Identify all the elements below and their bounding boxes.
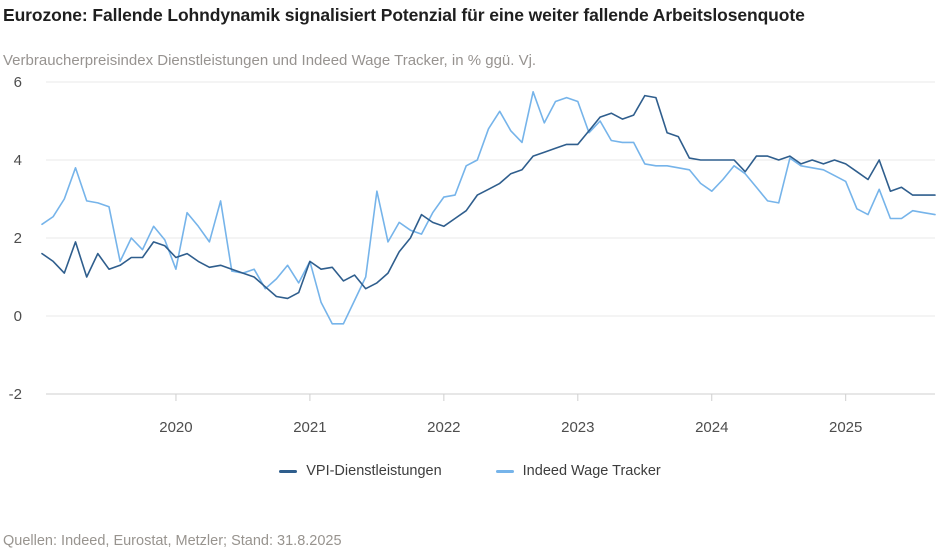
source-note: Quellen: Indeed, Eurostat, Metzler; Stan… [3, 533, 342, 549]
x-axis-tick-label: 2021 [293, 419, 326, 436]
x-axis-tick-label: 2023 [561, 419, 594, 436]
legend-dash-icon [495, 469, 514, 473]
x-axis-tick-label: 2024 [695, 419, 728, 436]
y-axis-tick-label: 0 [14, 308, 22, 325]
line-chart: -2 0 2 4 6 2020 2021 2022 2023 2024 2025 [0, 70, 940, 442]
y-axis-tick-label: 6 [14, 74, 22, 91]
chart-title: Eurozone: Fallende Lohndynamik signalisi… [3, 5, 805, 25]
y-axis-tick-label: 2 [14, 230, 22, 247]
x-axis-tick-label: 2020 [159, 419, 192, 436]
chart-legend: VPI-Dienstleistungen Indeed Wage Tracker [0, 463, 940, 479]
y-axis-tick-label: -2 [9, 386, 22, 403]
legend-item-vpi-dienstleistungen[interactable]: VPI-Dienstleistungen [279, 463, 442, 479]
line-chart-svg: -2 0 2 4 6 2020 2021 2022 2023 2024 2025 [9, 74, 936, 436]
chart-subtitle: Verbraucherpreisindex Dienstleistungen u… [3, 52, 537, 69]
legend-item-indeed-wage-tracker[interactable]: Indeed Wage Tracker [495, 463, 661, 479]
x-axis-tick-label: 2025 [829, 419, 862, 436]
x-axis-tick-label: 2022 [427, 419, 460, 436]
legend-dash-icon [279, 469, 298, 473]
series-line-indeed-wage-tracker [41, 91, 936, 325]
series-line-vpi-dienstleistungen [41, 94, 936, 300]
legend-label-indeed-wage-tracker: Indeed Wage Tracker [522, 463, 661, 479]
y-axis-tick-label: 4 [14, 152, 22, 169]
legend-label-vpi-dienstleistungen: VPI-Dienstleistungen [306, 463, 442, 479]
